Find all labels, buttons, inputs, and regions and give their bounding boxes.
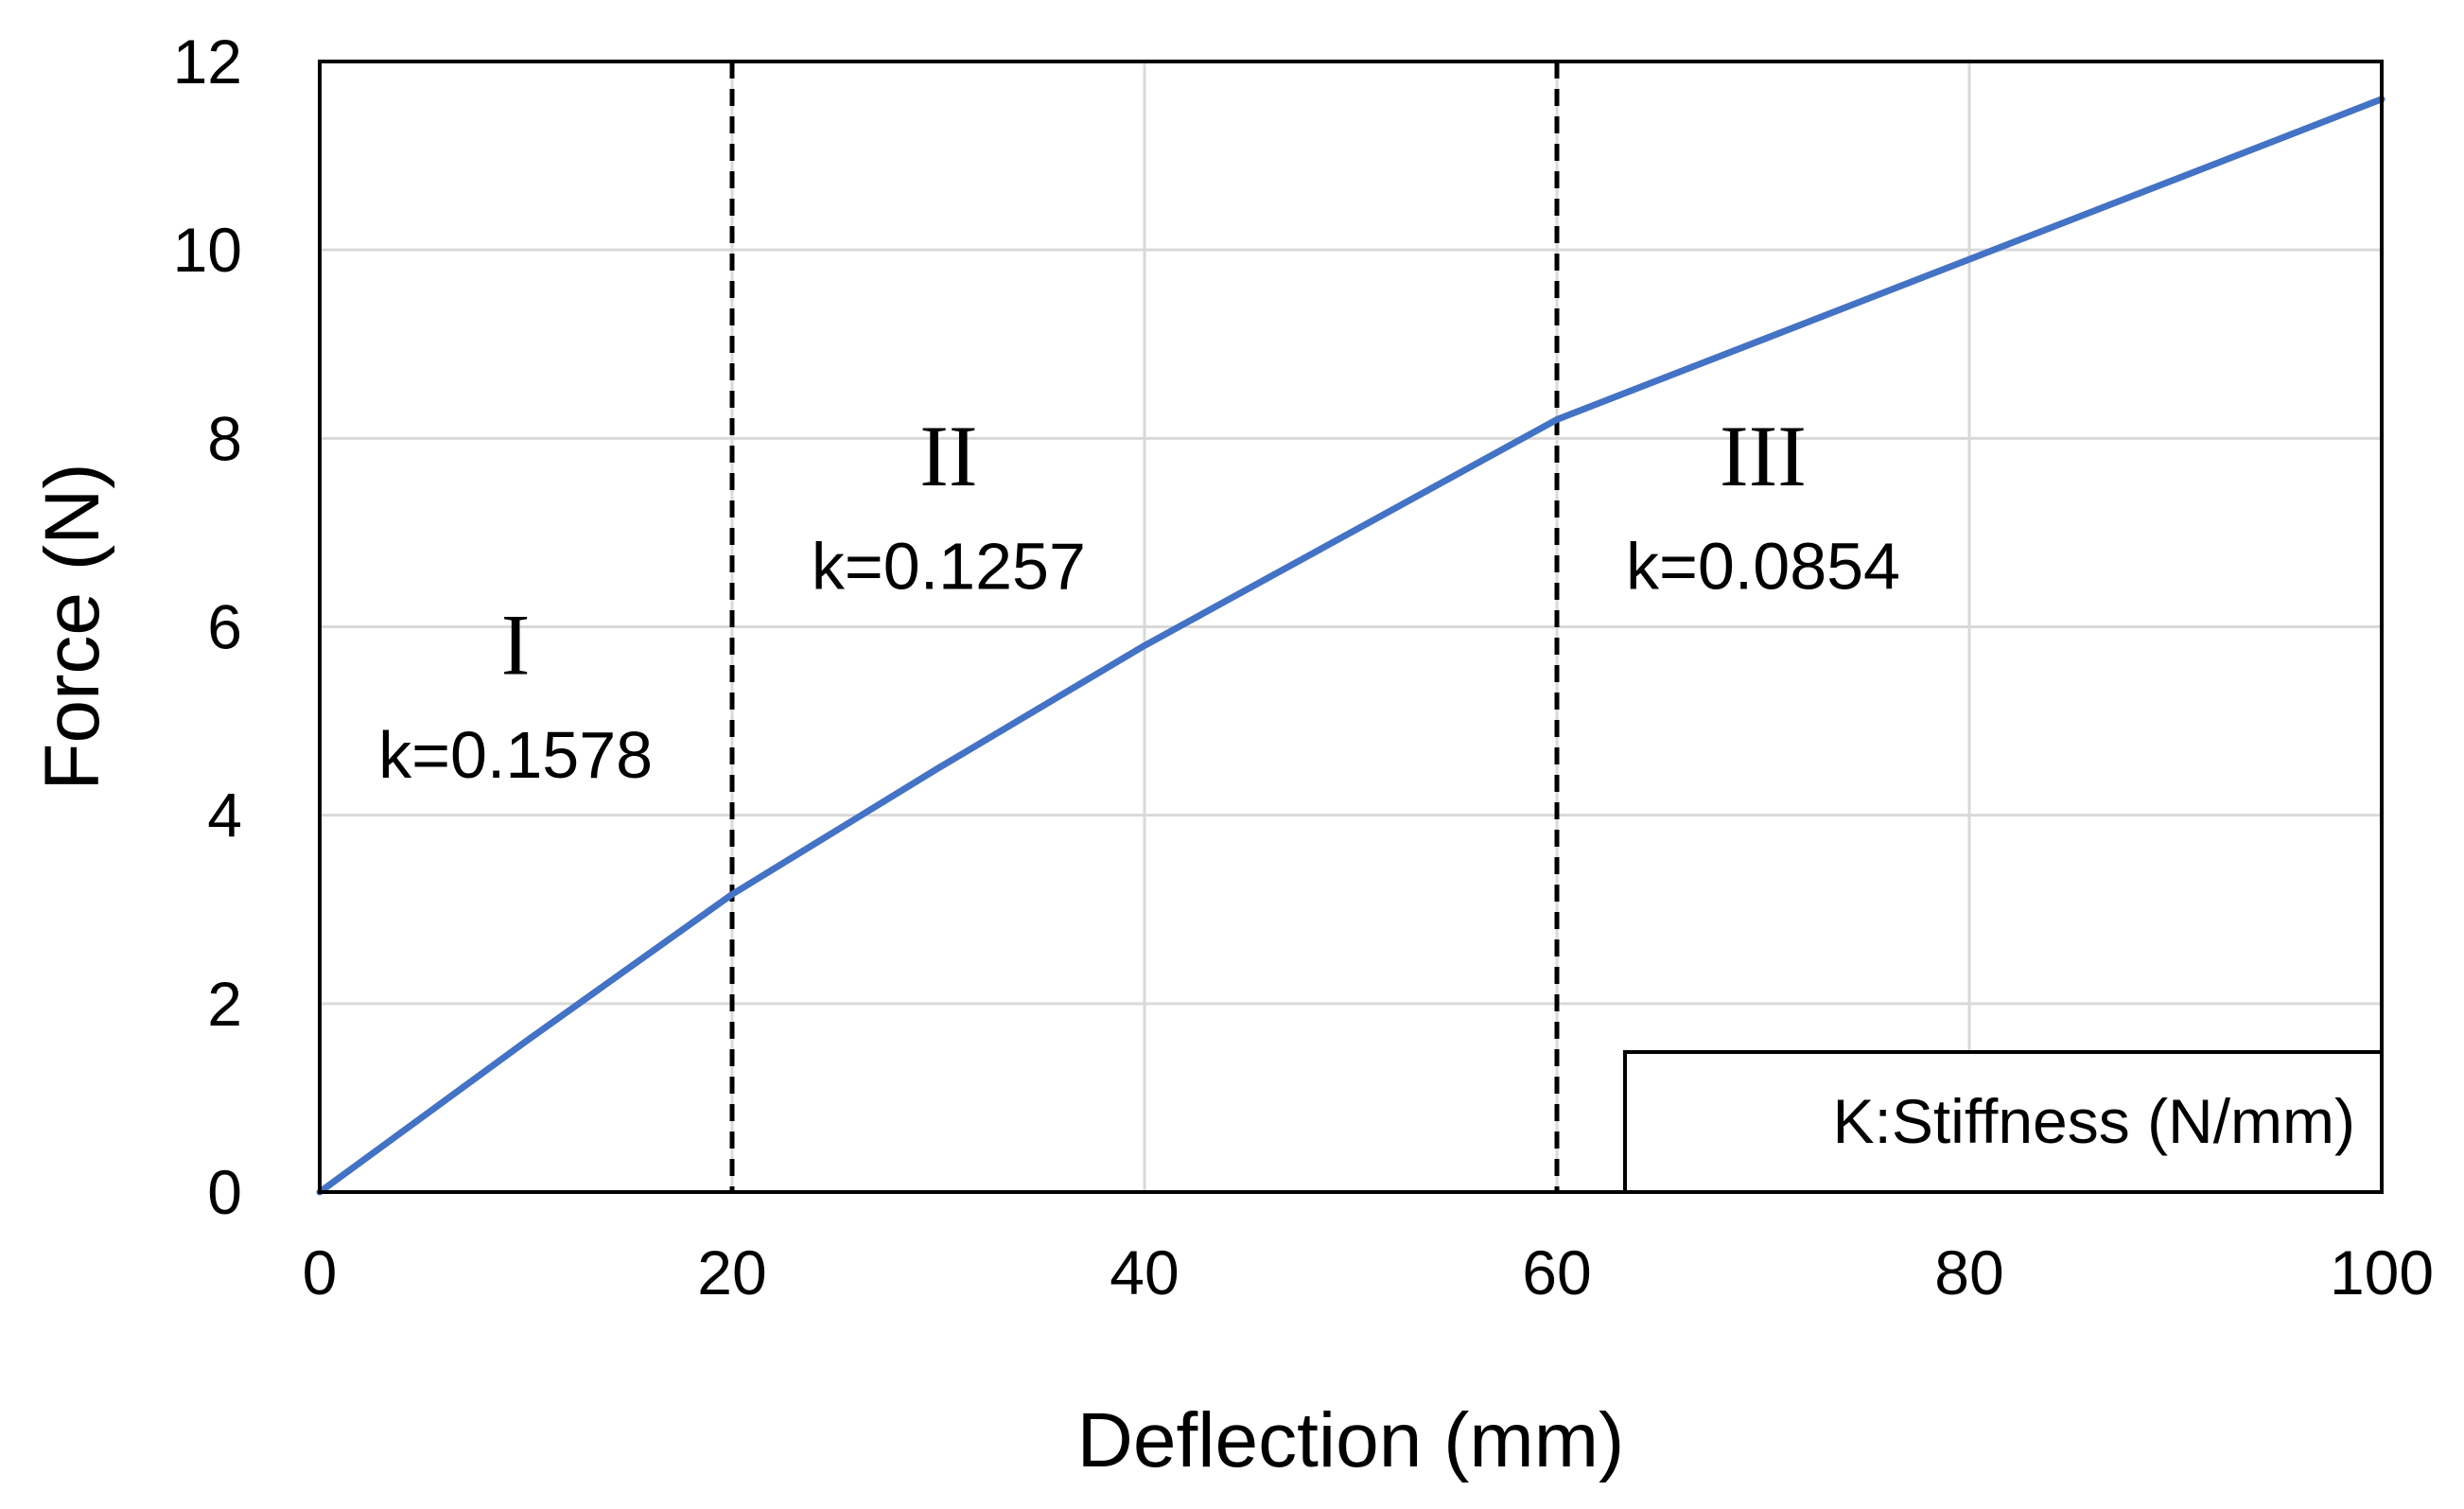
series-line [316,96,2385,1196]
x-tick-label: 80 [1934,1237,2003,1307]
region-layer: Ik=0.1578 II k=0.1257 III k=0.0854 [378,408,1900,792]
y-tick-label: 4 [207,781,242,851]
plot-area-frame [318,60,2384,1194]
x-tick-label: 60 [1522,1237,1591,1307]
legend-text: K:Stiffness (N/mm) [1832,1086,2355,1156]
legend: K:Stiffness (N/mm) [1623,1050,2384,1194]
region-numeral-label: II [919,408,977,504]
y-tick-label: 2 [207,969,242,1039]
x-axis-title: Deflection (mm) [1077,1397,1625,1483]
x-tick-label: 0 [303,1237,338,1307]
divider-layer [729,61,1560,1192]
region-stiffness-label: k=0.1578 [378,718,653,792]
region-stiffness-label: k=0.1257 [812,530,1086,604]
x-tick-label: 20 [697,1237,766,1307]
y-tick-label: 6 [207,592,242,662]
legend-box [1623,1050,2384,1194]
grid-layer [320,61,2382,1192]
tick-layer: 0 20 40 60 80 100 0 2 4 6 8 10 12 [173,26,2434,1307]
region-numeral-label: III [1720,408,1807,504]
y-tick-label: 10 [173,215,242,285]
x-tick-label: 100 [2330,1237,2434,1307]
y-tick-label: 12 [173,26,242,97]
x-tick-label: 40 [1110,1237,1179,1307]
region-stiffness-label: k=0.0854 [1626,530,1900,604]
y-tick-label: 0 [207,1157,242,1227]
y-tick-label: 8 [207,403,242,473]
region-numeral-label: I [501,596,531,693]
y-axis-title: Force (N) [29,463,115,790]
series-layer [316,96,2385,1196]
